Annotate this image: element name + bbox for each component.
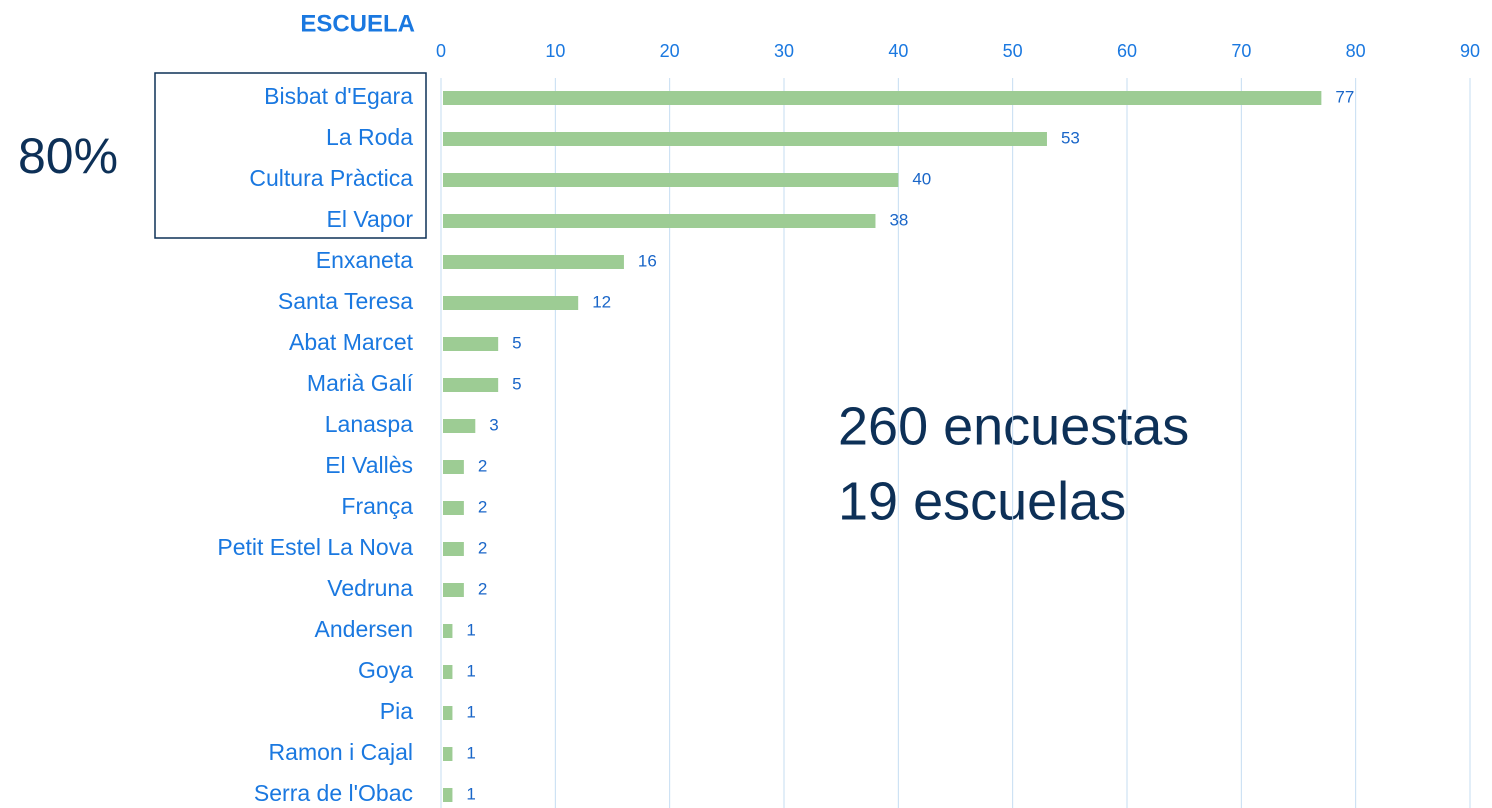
y-tick-label: El Vapor	[326, 206, 413, 232]
y-tick-label: Serra de l'Obac	[254, 780, 413, 806]
bar	[443, 337, 499, 351]
data-label: 12	[592, 292, 611, 311]
y-tick-label: Goya	[358, 657, 413, 683]
y-tick-label: Cultura Pràctica	[249, 165, 413, 191]
x-tick-label: 90	[1460, 41, 1480, 61]
bar	[443, 173, 899, 187]
data-label: 2	[478, 456, 487, 475]
bar	[443, 378, 499, 392]
data-label: 77	[1335, 87, 1354, 106]
bar	[443, 501, 464, 515]
data-label: 1	[466, 661, 475, 680]
y-tick-label: Vedruna	[327, 575, 413, 601]
data-label: 1	[466, 702, 475, 721]
y-tick-label: Enxaneta	[316, 247, 413, 273]
y-tick-label: Lanaspa	[325, 411, 413, 437]
y-tick-label: Abat Marcet	[289, 329, 414, 355]
bar	[443, 624, 453, 638]
bar	[443, 788, 453, 802]
y-tick-label: El Vallès	[325, 452, 413, 478]
annotation: 19 escuelas	[838, 471, 1126, 531]
x-tick-label: 20	[660, 41, 680, 61]
bar	[443, 747, 453, 761]
y-tick-label: Pia	[380, 698, 413, 724]
data-label: 40	[912, 169, 931, 188]
bar	[443, 296, 579, 310]
chart-title: ESCUELA	[300, 10, 415, 37]
bar	[443, 706, 453, 720]
bar	[443, 542, 464, 556]
data-label: 5	[512, 333, 521, 352]
x-tick-label: 0	[436, 41, 446, 61]
y-tick-label: Ramon i Cajal	[269, 739, 413, 765]
x-tick-label: 30	[774, 41, 794, 61]
x-tick-label: 80	[1346, 41, 1366, 61]
bar	[443, 132, 1047, 146]
bar	[443, 214, 876, 228]
highlight-box	[154, 72, 427, 239]
x-tick-label: 70	[1231, 41, 1251, 61]
data-label: 38	[889, 210, 908, 229]
bar	[443, 460, 464, 474]
y-tick-label: La Roda	[326, 124, 413, 150]
annotation: 80%	[18, 128, 118, 184]
data-label: 3	[489, 415, 498, 434]
x-tick-label: 60	[1117, 41, 1137, 61]
data-label: 53	[1061, 128, 1080, 147]
data-label: 1	[466, 743, 475, 762]
data-label: 1	[466, 784, 475, 803]
bar	[443, 419, 476, 433]
y-tick-label: Andersen	[315, 616, 413, 642]
bar	[443, 91, 1322, 105]
bar	[443, 665, 453, 679]
x-tick-label: 40	[888, 41, 908, 61]
annotation: 260 encuestas	[838, 396, 1189, 456]
data-label: 16	[638, 251, 657, 270]
bar	[443, 255, 624, 269]
data-label: 2	[478, 579, 487, 598]
y-tick-label: Marià Galí	[307, 370, 414, 396]
x-tick-label: 50	[1003, 41, 1023, 61]
y-tick-label: Santa Teresa	[278, 288, 413, 314]
bar	[443, 583, 464, 597]
y-tick-label: Bisbat d'Egara	[264, 83, 413, 109]
y-tick-label: Petit Estel La Nova	[217, 534, 413, 560]
x-tick-label: 10	[545, 41, 565, 61]
y-tick-label: França	[341, 493, 413, 519]
data-label: 1	[466, 620, 475, 639]
data-label: 2	[478, 497, 487, 516]
data-label: 2	[478, 538, 487, 557]
data-label: 5	[512, 374, 521, 393]
